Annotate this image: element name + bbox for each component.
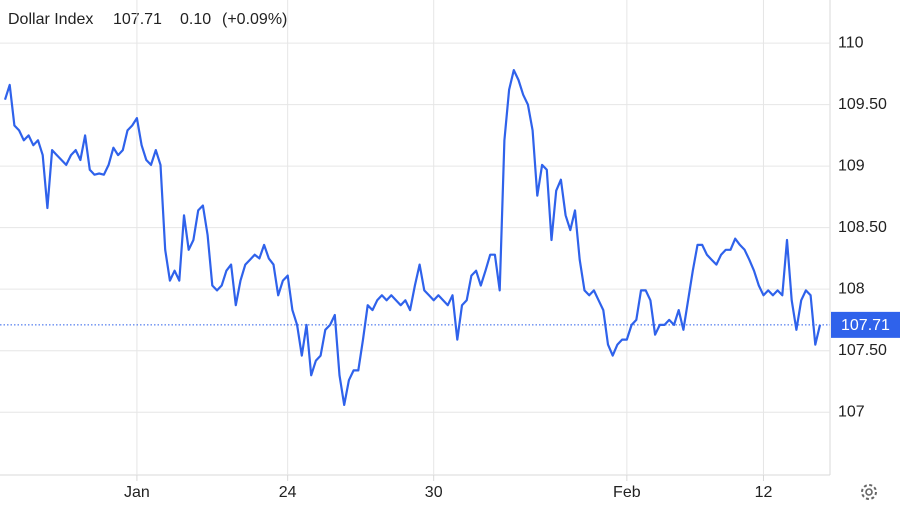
x-tick-label: 12 — [755, 484, 773, 501]
y-tick-label: 107 — [838, 403, 865, 420]
gear-hub — [865, 488, 873, 496]
y-tick-label: 109.50 — [838, 96, 887, 113]
change-percent: (+0.09%) — [222, 11, 287, 28]
x-tick-label: Feb — [613, 484, 641, 501]
y-tick-label: 107.50 — [838, 342, 887, 359]
chart-title: Dollar Index — [8, 11, 93, 28]
gear-teeth — [861, 484, 877, 500]
y-tick-label: 110 — [838, 34, 864, 51]
last-price-box — [831, 311, 900, 338]
change: 0.10 — [180, 11, 211, 28]
x-tick-label: 24 — [279, 484, 297, 501]
y-tick-label: 108.50 — [838, 219, 887, 236]
y-tick-label: 109 — [838, 157, 865, 174]
last-price-label: 107.71 — [841, 317, 890, 334]
x-tick-label: Jan — [124, 484, 150, 501]
y-tick-label: 108 — [838, 280, 865, 297]
price: 107.71 — [113, 11, 162, 28]
price-line — [3, 69, 822, 406]
settings-icon[interactable] — [861, 484, 877, 500]
x-tick-label: 30 — [425, 484, 443, 501]
